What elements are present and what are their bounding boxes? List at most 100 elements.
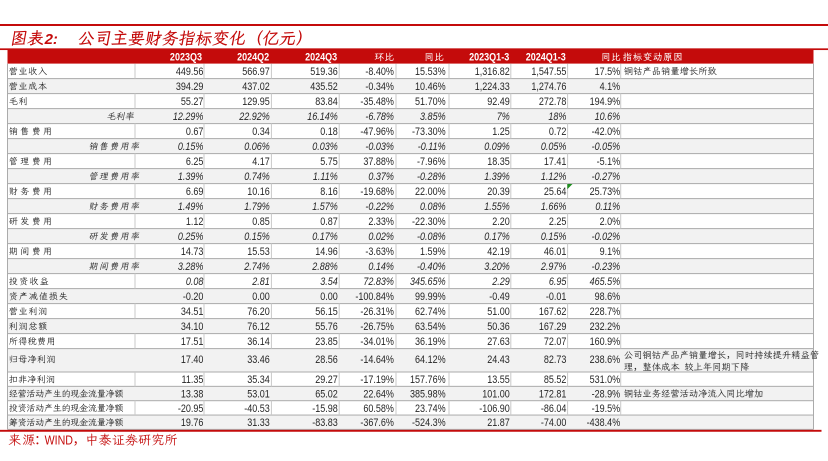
svg-text:0.03%: 0.03% bbox=[312, 141, 338, 153]
svg-text:-83.83: -83.83 bbox=[312, 417, 338, 429]
svg-text:85.52: 85.52 bbox=[544, 374, 567, 386]
svg-text:1.12: 1.12 bbox=[186, 216, 204, 228]
svg-text:0.14%: 0.14% bbox=[368, 261, 394, 273]
svg-text:51.00: 51.00 bbox=[487, 306, 510, 318]
svg-text:10.6%: 10.6% bbox=[595, 111, 621, 123]
svg-text:-14.64%: -14.64% bbox=[360, 354, 394, 366]
svg-text:2024Q3: 2024Q3 bbox=[305, 52, 337, 64]
svg-text:64.12%: 64.12% bbox=[415, 354, 446, 366]
svg-text:228.7%: 228.7% bbox=[590, 306, 621, 318]
svg-text:-6.78%: -6.78% bbox=[365, 111, 394, 123]
svg-text:98.6%: 98.6% bbox=[595, 291, 621, 303]
svg-text:65.02: 65.02 bbox=[315, 389, 338, 401]
svg-text:-7.96%: -7.96% bbox=[417, 156, 446, 168]
svg-text:37.88%: 37.88% bbox=[363, 156, 394, 168]
svg-text:51.70%: 51.70% bbox=[415, 96, 446, 108]
svg-text:33.46: 33.46 bbox=[247, 354, 270, 366]
svg-text:11.35: 11.35 bbox=[182, 374, 204, 386]
svg-text:17.40: 17.40 bbox=[181, 354, 204, 366]
svg-text:0.34: 0.34 bbox=[252, 126, 270, 138]
svg-text:9.1%: 9.1% bbox=[600, 246, 621, 258]
svg-text:449.56: 449.56 bbox=[176, 66, 204, 78]
svg-text:72.83%: 72.83% bbox=[363, 276, 394, 288]
svg-text:-0.40%: -0.40% bbox=[417, 261, 446, 273]
svg-text:-438.4%: -438.4% bbox=[587, 417, 621, 429]
svg-text:-0.01: -0.01 bbox=[546, 291, 567, 303]
svg-text:-19.68%: -19.68% bbox=[360, 186, 394, 198]
svg-text:36.14: 36.14 bbox=[247, 336, 270, 348]
svg-text:63.54%: 63.54% bbox=[415, 321, 446, 333]
svg-text:76.12: 76.12 bbox=[247, 321, 270, 333]
svg-text:2.74%: 2.74% bbox=[243, 261, 270, 273]
svg-text:-0.27%: -0.27% bbox=[592, 171, 621, 183]
svg-text:76.20: 76.20 bbox=[247, 306, 270, 318]
svg-text:-0.34%: -0.34% bbox=[365, 81, 394, 93]
svg-text:1.55%: 1.55% bbox=[484, 201, 510, 213]
svg-text:-5.1%: -5.1% bbox=[597, 156, 621, 168]
svg-text:14.73: 14.73 bbox=[181, 246, 204, 258]
svg-text:34.51: 34.51 bbox=[181, 306, 204, 318]
svg-text:0.15%: 0.15% bbox=[244, 231, 270, 243]
svg-text:-86.04: -86.04 bbox=[541, 403, 567, 415]
svg-text:101.00: 101.00 bbox=[482, 389, 510, 401]
svg-text:17.5%: 17.5% bbox=[595, 66, 621, 78]
svg-text:232.2%: 232.2% bbox=[590, 321, 621, 333]
svg-text:272.78: 272.78 bbox=[539, 96, 567, 108]
svg-text:157.76%: 157.76% bbox=[410, 374, 446, 386]
svg-text:-0.11%: -0.11% bbox=[418, 141, 446, 153]
svg-text:1.79%: 1.79% bbox=[244, 201, 270, 213]
svg-text:10.16: 10.16 bbox=[247, 186, 270, 198]
svg-text:566.97: 566.97 bbox=[242, 66, 270, 78]
svg-text:0.37%: 0.37% bbox=[368, 171, 394, 183]
svg-text:435.52: 435.52 bbox=[310, 81, 338, 93]
svg-text:0.17%: 0.17% bbox=[312, 231, 338, 243]
svg-text:27.63: 27.63 bbox=[487, 336, 510, 348]
svg-text:13.55: 13.55 bbox=[487, 374, 510, 386]
svg-text:-0.22%: -0.22% bbox=[365, 201, 394, 213]
svg-text:24.43: 24.43 bbox=[487, 354, 510, 366]
svg-text:167.62: 167.62 bbox=[539, 306, 567, 318]
svg-text:129.95: 129.95 bbox=[242, 96, 270, 108]
svg-text:20.39: 20.39 bbox=[487, 186, 510, 198]
svg-text:50.36: 50.36 bbox=[487, 321, 510, 333]
svg-text:0.02%: 0.02% bbox=[368, 231, 394, 243]
svg-text:-0.28%: -0.28% bbox=[417, 171, 446, 183]
svg-text:0.25%: 0.25% bbox=[178, 231, 204, 243]
svg-text:2.0%: 2.0% bbox=[600, 216, 621, 228]
svg-text:3.85%: 3.85% bbox=[420, 111, 446, 123]
svg-text:2.88%: 2.88% bbox=[311, 261, 338, 273]
svg-text:-0.49: -0.49 bbox=[489, 291, 510, 303]
svg-text:1.57%: 1.57% bbox=[312, 201, 338, 213]
svg-text:-0.02%: -0.02% bbox=[592, 231, 621, 243]
svg-text:23.85: 23.85 bbox=[315, 336, 338, 348]
svg-text:-0.23%: -0.23% bbox=[592, 261, 621, 273]
svg-text:15.53%: 15.53% bbox=[415, 66, 446, 78]
svg-text:2.29: 2.29 bbox=[491, 276, 510, 288]
svg-text:4.1%: 4.1% bbox=[600, 81, 621, 93]
svg-text:-22.30%: -22.30% bbox=[412, 216, 446, 228]
svg-text:31.33: 31.33 bbox=[247, 417, 270, 429]
svg-text:160.9%: 160.9% bbox=[590, 336, 621, 348]
svg-text:194.9%: 194.9% bbox=[590, 96, 621, 108]
svg-text:1.66%: 1.66% bbox=[541, 201, 567, 213]
svg-text:0.87: 0.87 bbox=[320, 216, 338, 228]
svg-text:10.46%: 10.46% bbox=[415, 81, 446, 93]
svg-text:2:: 2: bbox=[44, 31, 58, 48]
svg-text:2.81: 2.81 bbox=[251, 276, 269, 288]
svg-text:16.14%: 16.14% bbox=[307, 111, 338, 123]
svg-text:-106.90: -106.90 bbox=[479, 403, 510, 415]
svg-text:2.33%: 2.33% bbox=[368, 216, 394, 228]
svg-text:1.39%: 1.39% bbox=[484, 171, 510, 183]
svg-text:1,547.55: 1,547.55 bbox=[531, 66, 566, 78]
svg-text:92.49: 92.49 bbox=[487, 96, 510, 108]
svg-text:1.59%: 1.59% bbox=[420, 246, 446, 258]
svg-text:531.0%: 531.0% bbox=[590, 374, 621, 386]
svg-text:72.07: 72.07 bbox=[544, 336, 567, 348]
svg-text:0.08%: 0.08% bbox=[420, 201, 446, 213]
svg-text:60.58%: 60.58% bbox=[363, 403, 394, 415]
svg-text:7%: 7% bbox=[497, 111, 510, 123]
svg-text:-0.20: -0.20 bbox=[183, 291, 204, 303]
svg-text:62.74%: 62.74% bbox=[415, 306, 446, 318]
svg-text:17.51: 17.51 bbox=[181, 336, 204, 348]
svg-text:23.74%: 23.74% bbox=[415, 403, 446, 415]
